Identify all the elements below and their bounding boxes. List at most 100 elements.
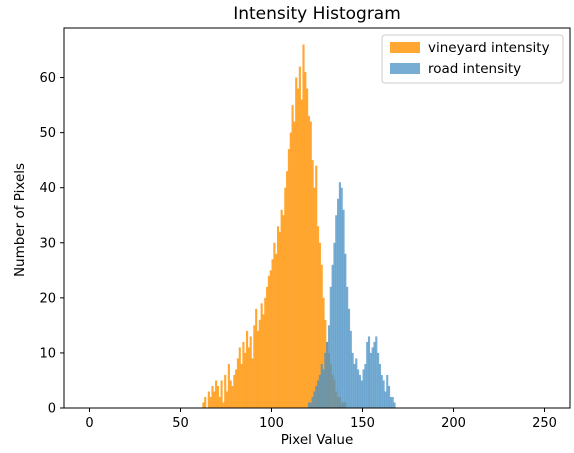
road-bar	[355, 358, 358, 408]
vineyard-bar	[246, 330, 249, 408]
vineyard-bar	[306, 88, 309, 408]
vineyard-bar	[213, 391, 216, 408]
vineyard-bar	[300, 99, 303, 408]
y-tick-label: 50	[39, 126, 56, 141]
road-bar	[349, 330, 352, 408]
vineyard-bar	[291, 105, 294, 408]
vineyard-bar	[238, 347, 241, 408]
road-bar	[387, 385, 391, 408]
legend-label-vineyard: vineyard intensity	[428, 40, 550, 56]
vineyard-bar	[244, 352, 247, 408]
road-bar	[337, 198, 340, 408]
chart-title: Intensity Histogram	[233, 4, 401, 24]
road-bar	[366, 341, 369, 408]
vineyard-bar	[296, 88, 300, 408]
y-tick-label: 20	[39, 291, 56, 306]
road-bar	[331, 264, 334, 408]
vineyard-bar	[236, 358, 240, 408]
vineyard-bar	[266, 286, 269, 408]
road-bar	[327, 325, 331, 408]
vineyard-bar	[271, 259, 274, 408]
road-bar	[360, 380, 363, 408]
road-bar	[377, 352, 380, 408]
y-tick-label: 0	[48, 402, 56, 417]
y-tick-label: 30	[39, 236, 56, 251]
road-bar	[346, 286, 349, 408]
road-bar	[384, 391, 387, 408]
legend-swatch-vineyard	[390, 42, 420, 53]
vineyard-bar	[235, 369, 238, 408]
vineyard-bar	[267, 275, 270, 408]
vineyard-bar	[216, 385, 220, 408]
vineyard-bar	[242, 341, 245, 408]
road-bar	[391, 396, 394, 408]
vineyard-bar	[282, 215, 285, 408]
x-tick-label: 150	[350, 416, 375, 431]
vineyard-bar	[315, 165, 318, 408]
plot-frame	[63, 27, 571, 409]
vineyard-bar	[256, 330, 260, 408]
y-axis-label: Number of Pixels	[12, 162, 28, 278]
road-bar	[313, 391, 316, 408]
road-bar	[371, 347, 374, 408]
road-bar	[375, 336, 378, 408]
road-bar	[386, 374, 389, 408]
vineyard-bar	[280, 209, 283, 408]
vineyard-bar	[255, 308, 258, 408]
vineyard-bar	[275, 253, 278, 408]
road-bar	[373, 341, 376, 408]
vineyard-bar	[247, 347, 250, 408]
road-bar	[362, 369, 365, 408]
y-tick-label: 60	[39, 71, 56, 86]
road-bar	[347, 308, 351, 408]
legend-swatch-road	[390, 63, 420, 74]
vineyard-bar	[240, 363, 243, 408]
vineyard-bar	[225, 391, 229, 408]
vineyard-bar	[204, 396, 207, 408]
x-tick-label: 50	[172, 416, 189, 431]
vineyard-bar	[220, 380, 223, 408]
road-bar	[378, 363, 381, 408]
vineyard-bar	[307, 116, 311, 409]
road-bar	[338, 182, 341, 408]
road-bar	[315, 385, 318, 408]
vineyard-bar	[309, 121, 312, 409]
legend-label-road: road intensity	[428, 61, 521, 77]
road-bar	[389, 396, 392, 408]
road-bar	[326, 341, 329, 408]
road-bar	[353, 363, 356, 408]
road-bar	[318, 374, 321, 408]
vineyard-bar	[218, 396, 221, 408]
vineyard-bar	[317, 226, 320, 408]
road-bar	[320, 363, 323, 408]
vineyard-bar	[233, 374, 236, 408]
x-tick-label: 100	[259, 416, 284, 431]
road-bar	[358, 374, 361, 408]
vineyard-bar	[313, 187, 316, 408]
road-bar	[367, 336, 371, 408]
road-bar	[307, 402, 311, 408]
vineyard-bar	[269, 270, 272, 408]
vineyard-bar	[264, 297, 267, 408]
vineyard-bar	[258, 319, 261, 408]
road-bar	[317, 380, 320, 408]
road-bar	[357, 369, 360, 408]
road-bar	[393, 402, 396, 408]
vineyard-bar	[202, 402, 205, 408]
vineyard-bar	[293, 121, 296, 409]
vineyard-bar	[251, 358, 254, 408]
road-bar	[322, 369, 325, 408]
road-bar	[340, 187, 343, 408]
vineyard-bar	[322, 297, 325, 408]
vineyard-bar	[302, 44, 305, 409]
vineyard-bar	[207, 391, 210, 408]
x-tick-label: 0	[85, 416, 93, 431]
vineyard-bar	[287, 149, 290, 408]
vineyard-bar	[229, 380, 232, 408]
road-bar	[380, 374, 383, 408]
road-bar	[369, 352, 372, 408]
road-bar	[311, 396, 314, 408]
road-bar	[324, 352, 327, 408]
